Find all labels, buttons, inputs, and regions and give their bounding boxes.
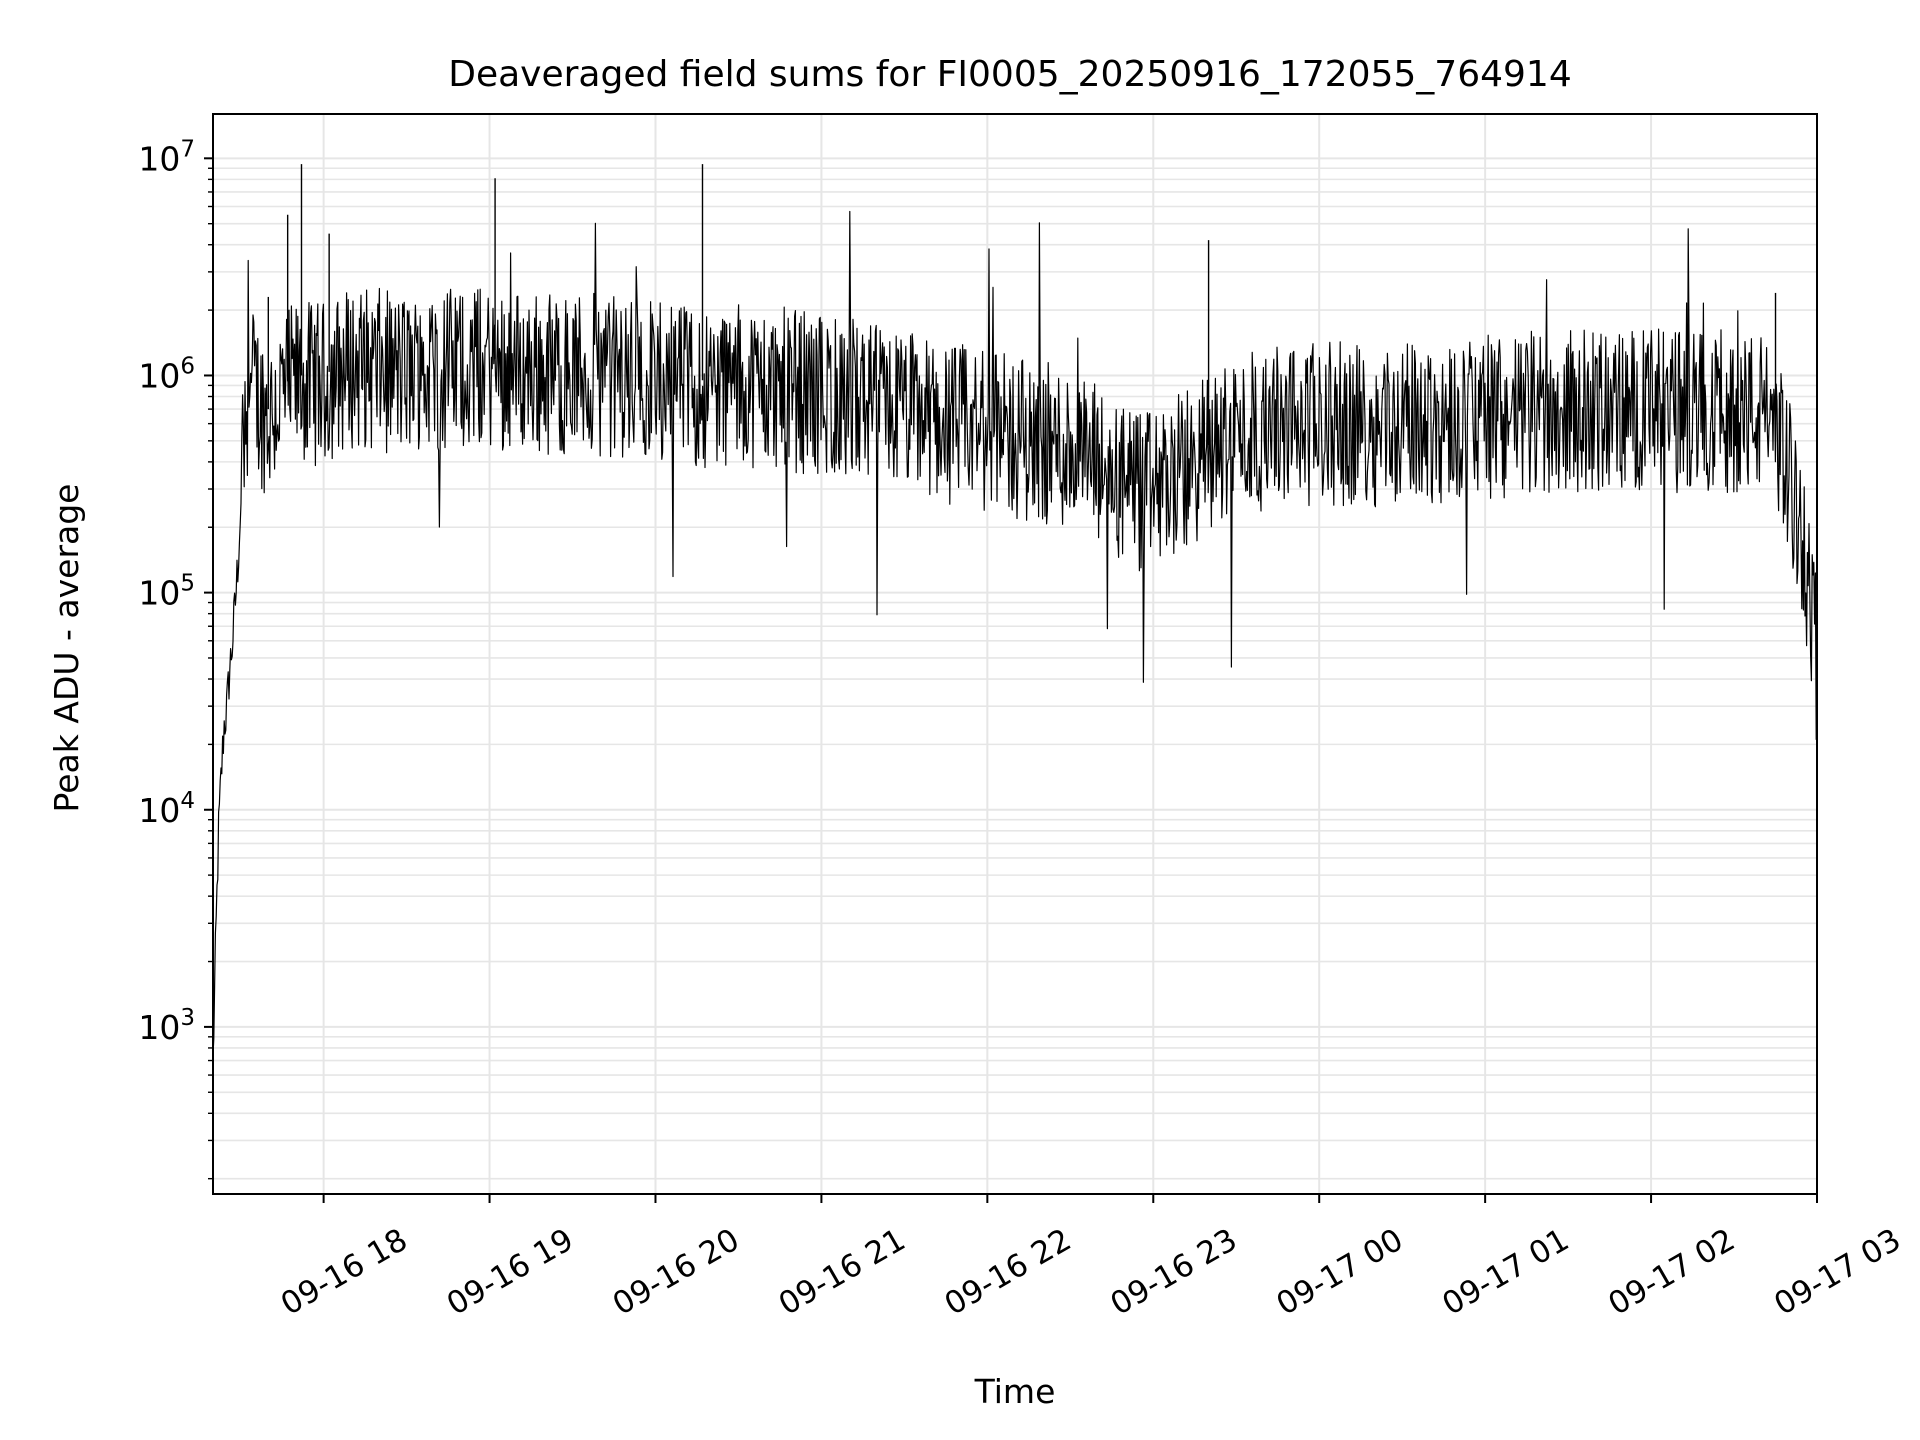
y-tick-label: 106 (138, 353, 195, 395)
x-axis-label: Time (974, 1372, 1056, 1411)
y-axis-label: Peak ADU - average (47, 484, 86, 813)
y-tick-label: 105 (138, 571, 195, 613)
series-line (212, 210, 1818, 1056)
y-tick-label: 104 (138, 788, 195, 830)
y-tick-label: 107 (138, 136, 195, 178)
plot-frame (212, 113, 1818, 1195)
y-tick-label: 103 (138, 1005, 195, 1047)
series-layer (212, 164, 1818, 1056)
chart-title: Deaveraged field sums for FI0005_2025091… (448, 54, 1571, 95)
